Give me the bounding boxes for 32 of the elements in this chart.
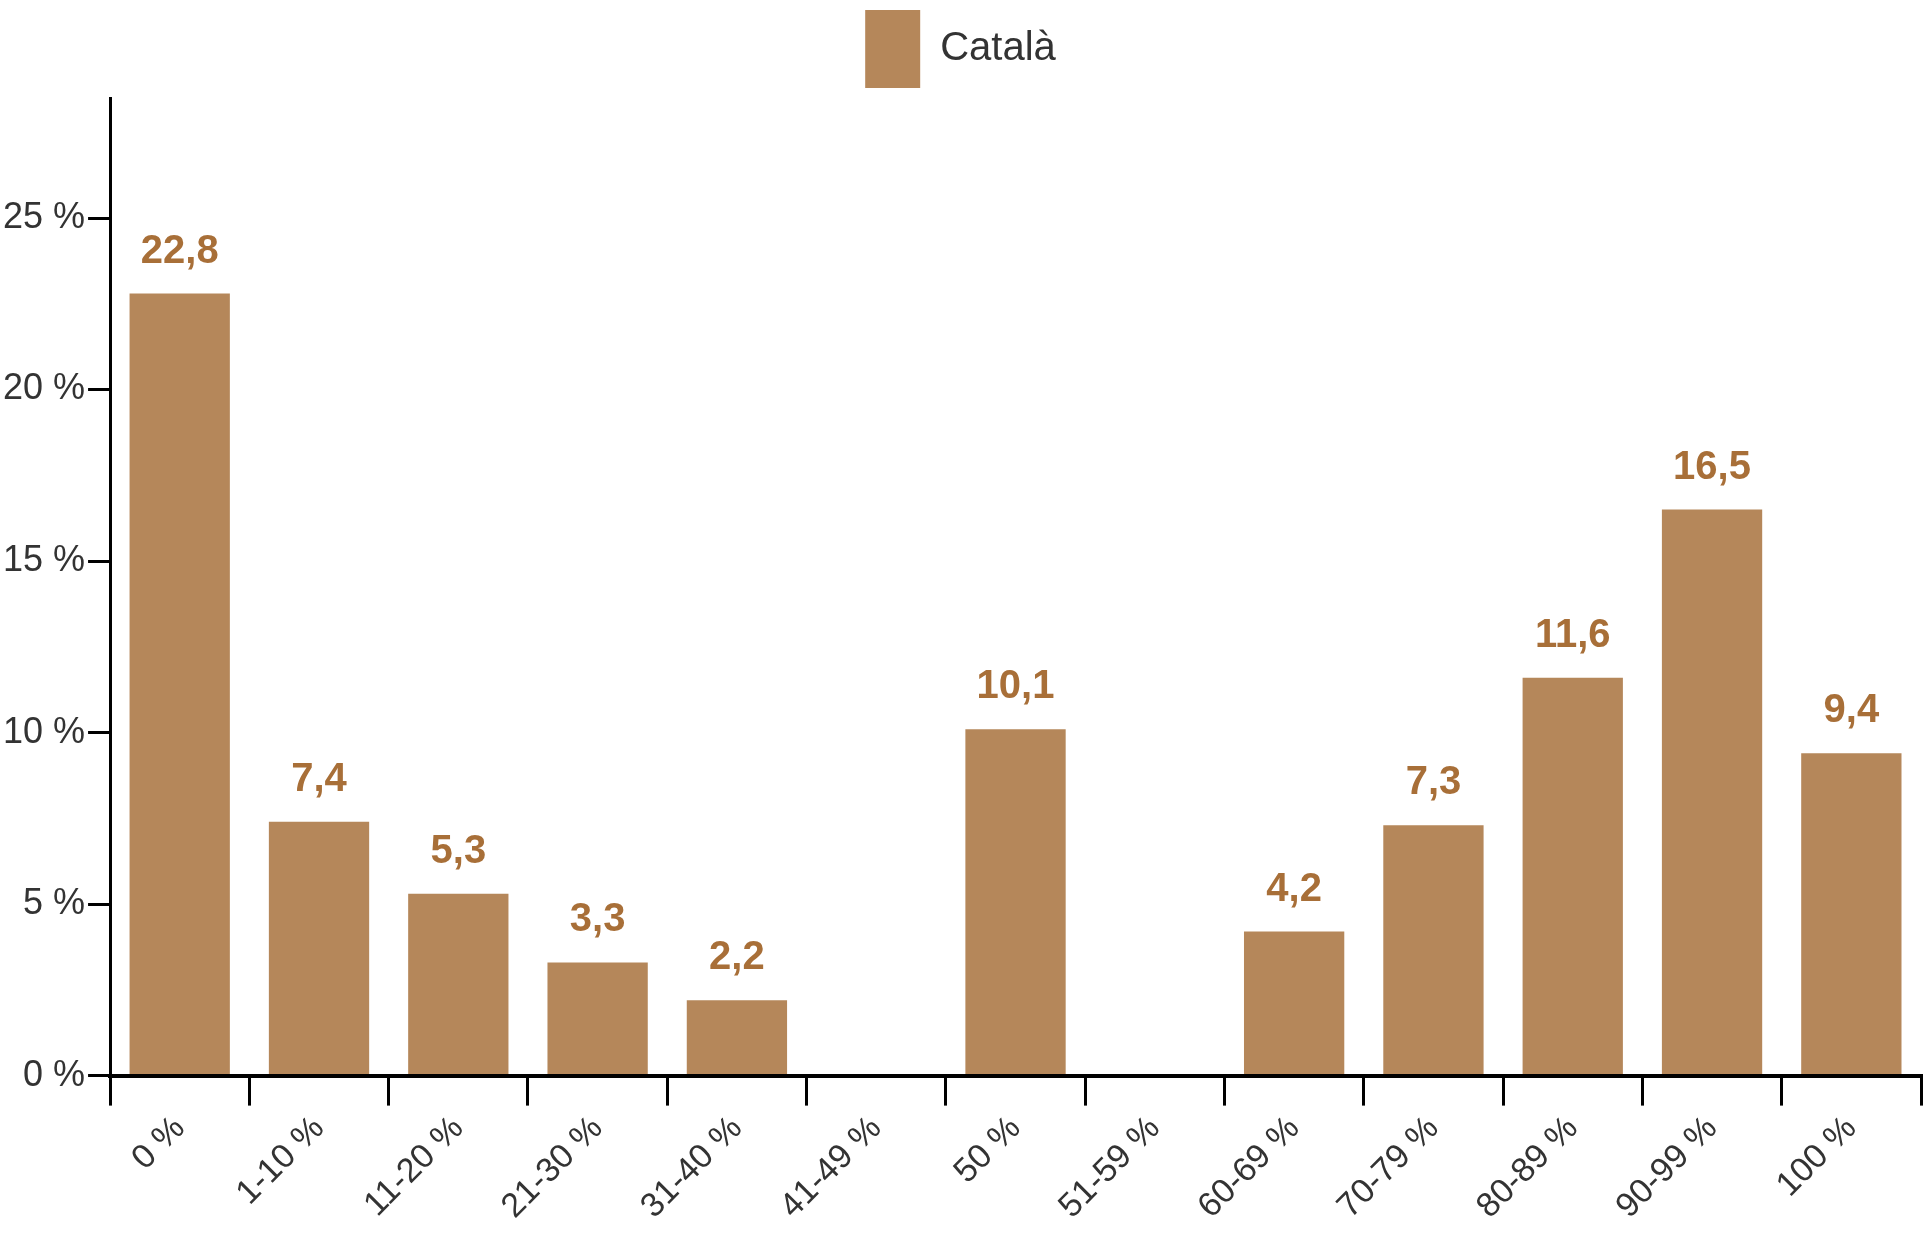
legend-label: Català — [940, 24, 1057, 69]
bar — [1243, 931, 1345, 1075]
data-label: 10,1 — [976, 662, 1055, 707]
y-tick-label: 5 % — [23, 881, 86, 923]
data-label: 2,2 — [709, 933, 765, 978]
y-tick-label: 20 % — [2, 366, 86, 408]
data-label: 7,4 — [291, 754, 348, 799]
y-tick-label: 0 % — [23, 1052, 86, 1094]
data-label: 3,3 — [569, 895, 626, 940]
data-label: 11,6 — [1534, 610, 1611, 655]
bar — [268, 821, 370, 1075]
y-tick-label: 25 % — [2, 194, 86, 236]
bar — [1661, 509, 1763, 1075]
y-tick-label: 10 % — [2, 709, 86, 751]
data-label: 22,8 — [140, 226, 219, 271]
bar — [1522, 677, 1623, 1075]
bar — [1801, 753, 1902, 1075]
bar — [965, 729, 1066, 1075]
y-tick-label: 15 % — [2, 538, 86, 579]
x-tick-label: 0 % — [122, 1107, 192, 1177]
data-label: 16,5 — [1673, 442, 1751, 487]
bar — [408, 893, 509, 1075]
bar — [547, 962, 648, 1075]
x-tick-label: 50 % — [945, 1107, 1028, 1190]
data-label: 9,4 — [1823, 686, 1880, 731]
bar — [129, 293, 230, 1075]
bar — [1383, 825, 1484, 1075]
bar — [686, 1000, 788, 1075]
data-label: 5,3 — [430, 826, 487, 871]
data-label: 4,2 — [1266, 864, 1322, 909]
data-label: 7,3 — [1405, 758, 1462, 803]
x-tick-label: 100 % — [1767, 1107, 1863, 1203]
